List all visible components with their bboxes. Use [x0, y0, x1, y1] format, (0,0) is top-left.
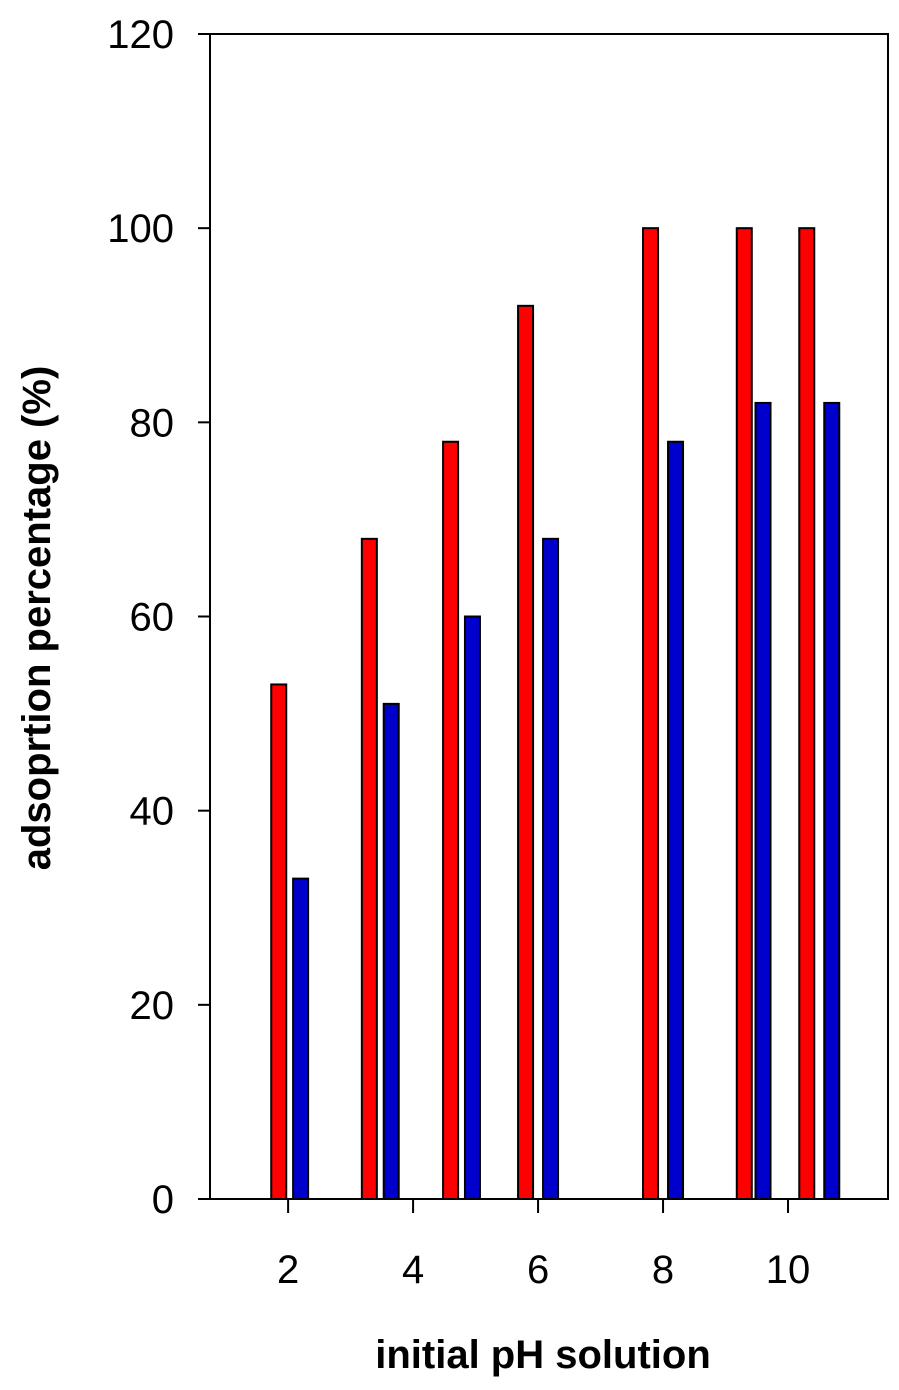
bar-series-1: [798, 227, 816, 1200]
y-tick-label: 120: [107, 13, 174, 57]
bars: [270, 227, 841, 1201]
bar-series-1: [517, 304, 535, 1201]
x-axis-title: initial pH solution: [375, 1333, 711, 1377]
x-tick-label: 10: [766, 1248, 811, 1292]
y-tick-label: 80: [130, 401, 175, 445]
y-axis-title: adsoprtion percentage (%): [15, 366, 59, 871]
bar-series-2: [823, 401, 841, 1200]
x-tick-label: 2: [277, 1248, 299, 1292]
bar-series-1: [735, 227, 753, 1200]
bar-series-1: [642, 227, 660, 1200]
x-tick-label: 4: [402, 1248, 424, 1292]
bar-series-1: [442, 440, 460, 1200]
y-tick-label: 40: [130, 790, 175, 834]
bar-series-1: [270, 683, 288, 1200]
y-tick-label: 20: [130, 984, 175, 1028]
bar-series-2: [382, 702, 400, 1200]
bar-series-2: [667, 440, 685, 1200]
x-tick-label: 6: [527, 1248, 549, 1292]
bar-series-2: [463, 615, 481, 1200]
bar-series-1: [360, 537, 378, 1200]
x-tick-label: 8: [652, 1248, 674, 1292]
y-tick-label: 60: [130, 596, 175, 640]
bar-series-2: [542, 537, 560, 1200]
x-axis-ticks: 2 4 6 8 10: [277, 1199, 810, 1292]
bar-series-2: [292, 877, 310, 1200]
y-axis-ticks: 0 20 40 60 80 100 120: [107, 13, 210, 1222]
y-tick-label: 0: [152, 1178, 174, 1222]
y-tick-label: 100: [107, 207, 174, 251]
bar-series-2: [754, 401, 772, 1200]
